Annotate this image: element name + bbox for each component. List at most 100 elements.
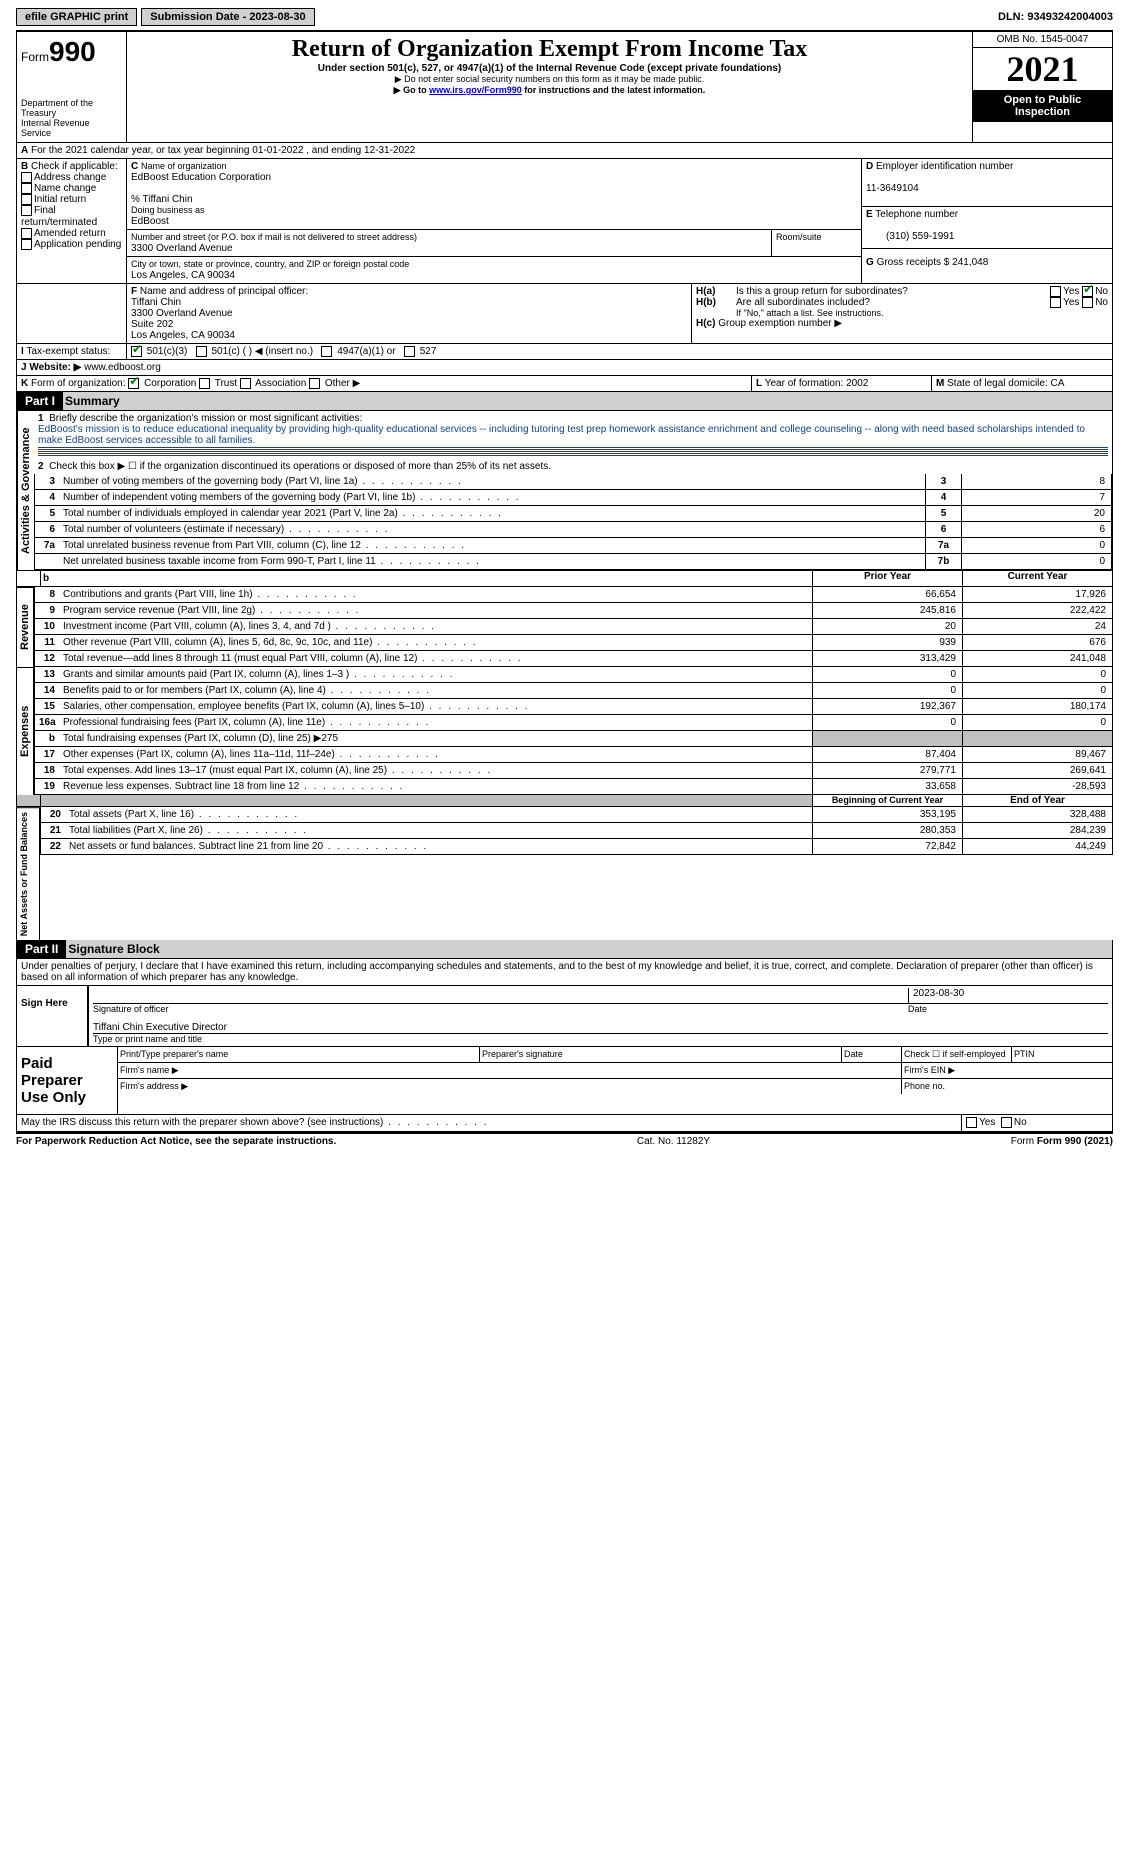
yes-lbl2: Yes — [1063, 297, 1079, 308]
firm-ein-lbl: Firm's EIN ▶ — [902, 1063, 1112, 1078]
summary-row: 4Number of independent voting members of… — [34, 490, 1112, 506]
c-label: Name of organization — [141, 161, 227, 171]
chk-name[interactable] — [21, 183, 32, 194]
perjury-text: Under penalties of perjury, I declare th… — [17, 959, 1112, 985]
phone: (310) 559-1991 — [866, 231, 954, 242]
state: CA — [1051, 378, 1065, 389]
goto-pre: ▶ Go to — [394, 85, 429, 95]
k-trust: Trust — [215, 378, 237, 389]
f-label: Name and address of principal officer: — [140, 286, 308, 297]
chk-4947[interactable] — [321, 346, 332, 357]
ha-no[interactable] — [1082, 286, 1093, 297]
tax-year: 2021 — [973, 48, 1112, 90]
form-number: 990 — [49, 36, 96, 67]
yes-lbl: Yes — [1063, 286, 1079, 297]
b-final: Final return/terminated — [21, 206, 97, 228]
hb-no[interactable] — [1082, 297, 1093, 308]
hb-note: If "No," attach a list. See instructions… — [696, 308, 1108, 318]
hc-label: Group exemption number ▶ — [718, 318, 842, 329]
side-expenses: Expenses — [16, 667, 34, 795]
ha-label: Is this a group return for subordinates? — [736, 286, 1050, 297]
discuss-no[interactable] — [1001, 1117, 1012, 1128]
ssn-warning: ▶ Do not enter social security numbers o… — [131, 74, 968, 85]
submission-date: Submission Date - 2023-08-30 — [141, 8, 314, 26]
street-label: Number and street (or P.O. box if mail i… — [131, 232, 417, 242]
summary-row: 5Total number of individuals employed in… — [34, 506, 1112, 522]
summary-row: 6Total number of volunteers (estimate if… — [34, 522, 1112, 538]
b-amend: Amended return — [34, 228, 106, 239]
chk-corp[interactable] — [128, 378, 139, 389]
chk-trust[interactable] — [199, 378, 210, 389]
top-bar: efile GRAPHIC print Submission Date - 20… — [16, 8, 1113, 26]
summary-row: 7aTotal unrelated business revenue from … — [34, 538, 1112, 554]
summary-row: 18Total expenses. Add lines 13–17 (must … — [34, 763, 1113, 779]
room-label: Room/suite — [771, 230, 861, 256]
officer-l2: Suite 202 — [131, 319, 173, 330]
irs-link[interactable]: www.irs.gov/Form990 — [429, 85, 522, 95]
form-word: Form — [21, 50, 49, 64]
city: Los Angeles, CA 90034 — [131, 270, 235, 281]
chk-final[interactable] — [21, 205, 32, 216]
k-label: Form of organization: — [31, 378, 126, 389]
summary-row: 3Number of voting members of the governi… — [34, 474, 1112, 490]
summary-row: 22Net assets or fund balances. Subtract … — [40, 839, 1113, 855]
part2-title: Signature Block — [66, 940, 161, 958]
ha-yes[interactable] — [1050, 286, 1061, 297]
summary-row: 14Benefits paid to or for members (Part … — [34, 683, 1113, 699]
chk-address[interactable] — [21, 172, 32, 183]
summary-row: 11Other revenue (Part VIII, column (A), … — [34, 635, 1113, 651]
i-label: Tax-exempt status: — [26, 346, 110, 357]
summary-row: 9Program service revenue (Part VIII, lin… — [34, 603, 1113, 619]
line-a: For the 2021 calendar year, or tax year … — [31, 145, 415, 156]
sign-here: Sign Here — [17, 986, 87, 1046]
form-footer: Form Form 990 (2021) — [1011, 1136, 1113, 1147]
city-label: City or town, state or province, country… — [131, 259, 409, 269]
irs-label: Internal Revenue Service — [21, 118, 122, 138]
i-527: 527 — [420, 346, 437, 357]
sig-date-lbl: Date — [908, 1004, 1108, 1014]
discuss-text: May the IRS discuss this return with the… — [21, 1117, 383, 1128]
chk-app[interactable] — [21, 239, 32, 250]
curr-year-hdr: Current Year — [962, 571, 1112, 586]
side-governance: Activities & Governance — [17, 411, 34, 570]
prep-date-lbl: Date — [842, 1047, 902, 1062]
b-label: Check if applicable: — [31, 161, 118, 172]
hb-yes[interactable] — [1050, 297, 1061, 308]
pra-notice: For Paperwork Reduction Act Notice, see … — [16, 1136, 336, 1147]
chk-527[interactable] — [404, 346, 415, 357]
mission-text: EdBoost's mission is to reduce education… — [38, 424, 1085, 446]
omb: OMB No. 1545-0047 — [973, 32, 1112, 48]
efile-print-button[interactable]: efile GRAPHIC print — [16, 8, 137, 26]
chk-assoc[interactable] — [240, 378, 251, 389]
l2-text: Check this box ▶ ☐ if the organization d… — [49, 461, 551, 472]
l-label: Year of formation: — [765, 378, 844, 389]
chk-501c3[interactable] — [131, 346, 142, 357]
k-corp: Corporation — [144, 378, 196, 389]
summary-row: 19Revenue less expenses. Subtract line 1… — [34, 779, 1113, 795]
part1-hdr: Part I — [17, 392, 63, 410]
chk-501c[interactable] — [196, 346, 207, 357]
i-4947: 4947(a)(1) or — [337, 346, 395, 357]
goto-post: for instructions and the latest informat… — [522, 85, 706, 95]
gross-receipts: 241,048 — [952, 257, 988, 268]
k-assoc: Association — [255, 378, 306, 389]
discuss-yes[interactable] — [966, 1117, 977, 1128]
year-formed: 2002 — [846, 378, 868, 389]
summary-row: 10Investment income (Part VIII, column (… — [34, 619, 1113, 635]
cat-no: Cat. No. 11282Y — [637, 1136, 710, 1147]
chk-initial[interactable] — [21, 194, 32, 205]
l1-label: Briefly describe the organization's miss… — [49, 413, 362, 424]
chk-other[interactable] — [309, 378, 320, 389]
d-label: Employer identification number — [876, 161, 1013, 172]
i-501c: 501(c) ( ) ◀ (insert no.) — [211, 346, 313, 357]
chk-amended[interactable] — [21, 228, 32, 239]
firm-addr-lbl: Firm's address ▶ — [118, 1079, 902, 1094]
j-label: Website: ▶ — [29, 362, 81, 373]
sig-officer-lbl: Signature of officer — [93, 1004, 908, 1014]
part1-title: Summary — [63, 392, 122, 410]
sig-date: 2023-08-30 — [908, 988, 1108, 1004]
summary-row: 21Total liabilities (Part X, line 26)280… — [40, 823, 1113, 839]
care-of: % Tiffani Chin — [131, 194, 193, 205]
officer-l3: Los Angeles, CA 90034 — [131, 330, 235, 341]
prior-year-hdr: Prior Year — [812, 571, 962, 586]
